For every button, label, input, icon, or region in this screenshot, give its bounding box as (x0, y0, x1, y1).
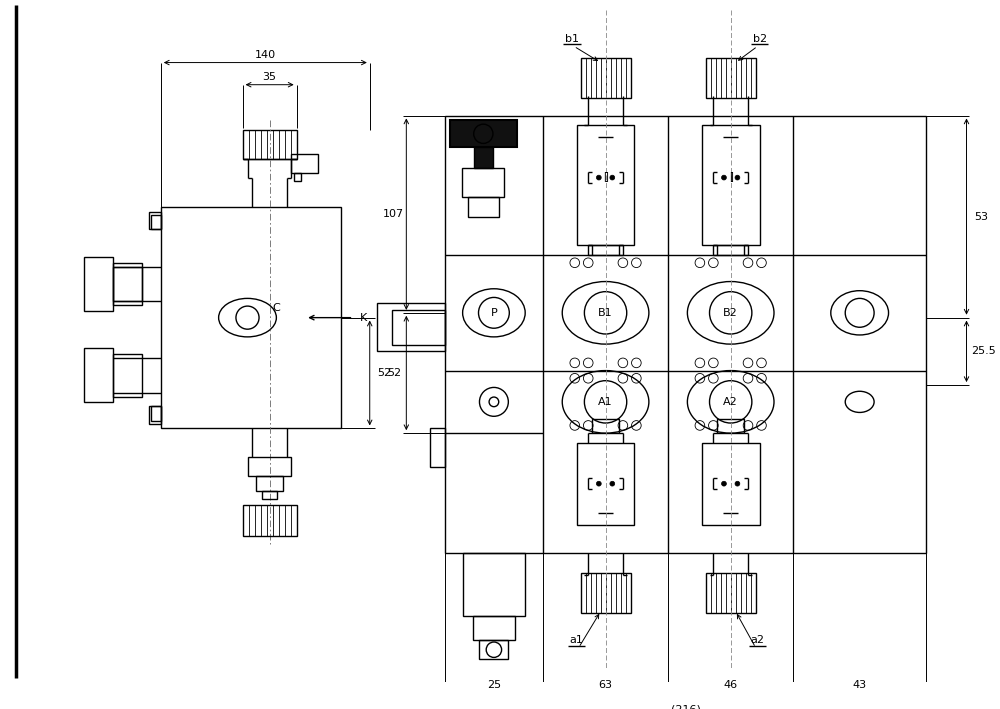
Bar (294, 173, 301, 181)
Bar (474, 147, 493, 169)
Circle shape (474, 124, 493, 143)
Bar (713, 245, 748, 255)
Text: 53: 53 (974, 211, 988, 222)
Bar (706, 573, 756, 613)
Text: a2: a2 (751, 635, 765, 645)
Bar (151, 406, 161, 420)
Circle shape (735, 175, 740, 180)
Bar (377, 303, 445, 352)
Bar (592, 419, 619, 433)
Bar (161, 207, 341, 428)
Bar (588, 245, 623, 255)
Text: [: [ (604, 171, 607, 181)
Circle shape (722, 481, 726, 486)
Bar (113, 354, 142, 396)
Text: 46: 46 (724, 681, 738, 691)
Text: b2: b2 (753, 33, 767, 43)
Text: b1: b1 (565, 33, 579, 43)
Text: K: K (359, 313, 367, 323)
Bar (450, 121, 517, 147)
Bar (479, 640, 508, 659)
Bar (577, 125, 634, 245)
Text: [: [ (729, 171, 733, 181)
Bar (581, 573, 631, 613)
Bar (577, 442, 634, 525)
Bar (256, 476, 283, 491)
Bar (243, 130, 297, 159)
Bar (113, 267, 142, 301)
Text: 35: 35 (263, 72, 277, 82)
Text: 25.5: 25.5 (971, 346, 996, 357)
Bar (248, 457, 291, 476)
Bar (706, 57, 756, 98)
Bar (430, 428, 445, 467)
Bar (262, 491, 277, 498)
Text: ]: ] (729, 171, 733, 181)
Bar (149, 212, 161, 229)
Text: 52: 52 (377, 368, 391, 378)
Circle shape (610, 175, 615, 180)
Bar (84, 257, 113, 311)
Circle shape (596, 481, 601, 486)
Bar (468, 197, 499, 216)
Circle shape (735, 481, 740, 486)
Bar (84, 348, 113, 402)
Bar (702, 442, 760, 525)
Bar (473, 616, 515, 640)
Bar (151, 215, 161, 229)
Text: A2: A2 (723, 397, 738, 407)
Bar (392, 310, 445, 345)
Bar (463, 554, 525, 616)
Text: A1: A1 (598, 397, 613, 407)
Text: 43: 43 (853, 681, 867, 691)
Text: 63: 63 (599, 681, 613, 691)
Text: 140: 140 (255, 50, 276, 60)
Bar (243, 506, 297, 536)
Bar (717, 419, 744, 433)
Text: (216): (216) (671, 704, 700, 709)
Text: B1: B1 (598, 308, 613, 318)
Bar (445, 116, 926, 554)
Text: ]: ] (604, 171, 607, 181)
Text: 25: 25 (487, 681, 501, 691)
Text: C: C (272, 303, 280, 313)
Circle shape (722, 175, 726, 180)
Bar (291, 154, 318, 173)
Bar (149, 406, 161, 423)
Text: 52: 52 (387, 368, 401, 378)
Text: P: P (491, 308, 497, 318)
Text: 107: 107 (383, 209, 404, 219)
Text: a1: a1 (570, 635, 584, 645)
Bar (581, 57, 631, 98)
Text: B2: B2 (723, 308, 738, 318)
Bar (462, 169, 504, 197)
Circle shape (596, 175, 601, 180)
Bar (113, 263, 142, 305)
Bar (702, 125, 760, 245)
Circle shape (610, 481, 615, 486)
